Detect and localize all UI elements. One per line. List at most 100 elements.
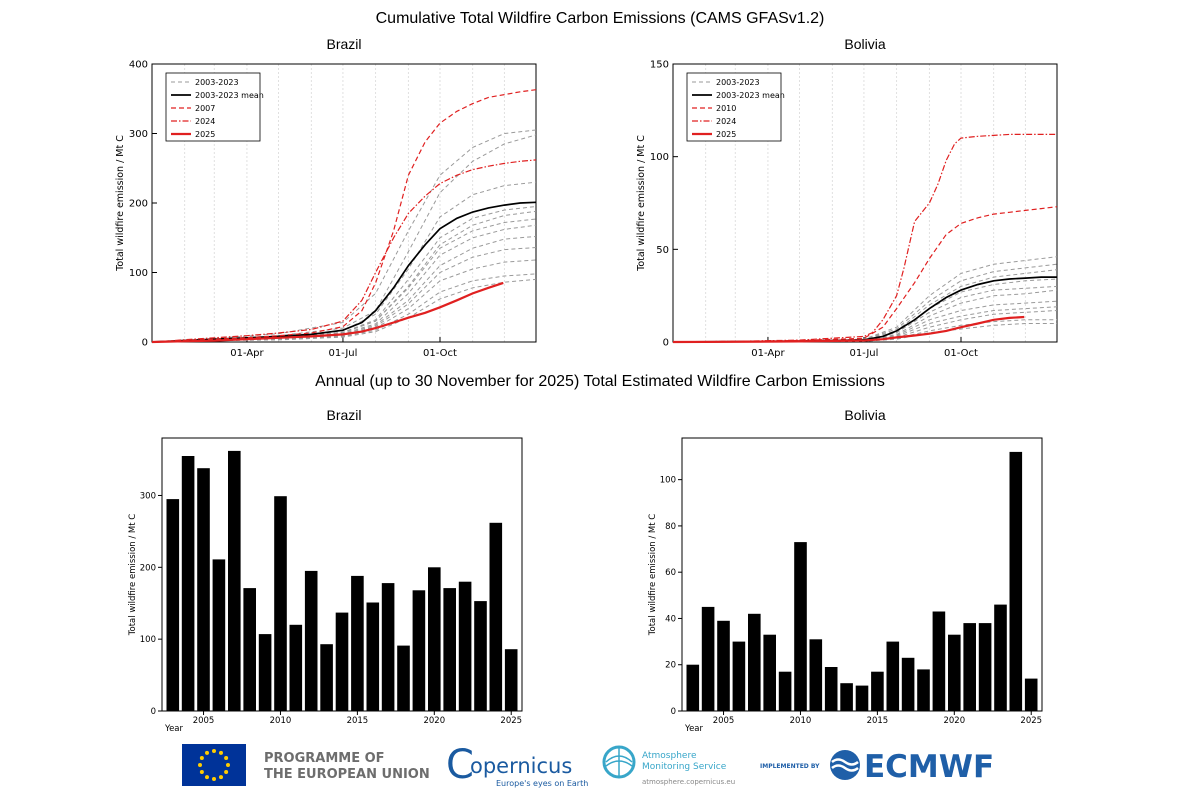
eu-star-icon bbox=[199, 770, 204, 774]
eu-star-icon bbox=[226, 763, 230, 767]
bolivia-cumulative-xtick-label: 01-Apr bbox=[751, 348, 785, 359]
brazil-annual-xtick-label: 2010 bbox=[270, 716, 292, 726]
brazil-cumulative-legend-label: 2025 bbox=[195, 130, 215, 139]
eu-star-icon bbox=[205, 750, 209, 755]
brazil-cumulative-chart: 0 100 200 300 400 01-Apr 01-Jul 01-Oct Total wil… bbox=[115, 60, 537, 359]
bolivia-annual-xtick-label: 2010 bbox=[790, 716, 812, 726]
eu-programme-line2: THE EUROPEAN UNION bbox=[264, 767, 430, 782]
brazil-annual-bar-2016 bbox=[366, 602, 380, 711]
bolivia-annual-bar-2023 bbox=[994, 604, 1007, 711]
bolivia-annual-ylabel: Total wildfire emission / Mt C bbox=[648, 514, 658, 637]
brazil-annual-ytick-label: 0 bbox=[151, 707, 156, 717]
bolivia-annual-bar-2009 bbox=[778, 671, 792, 711]
brazil-annual-title: Brazil bbox=[326, 407, 362, 423]
brazil-cumulative-legend-label: 2024 bbox=[195, 117, 215, 126]
brazil-annual-bar-chart: 0 100 200 300 2005 2010 2015 2020 2025 Year Total … bbox=[128, 437, 523, 734]
bolivia-annual-ytick-label: 40 bbox=[665, 614, 676, 624]
brazil-cumulative-legend-label: 2003-2023 mean bbox=[195, 91, 264, 100]
brazil-annual-xtick-label: 2005 bbox=[193, 716, 215, 726]
bolivia-annual-bar-2021 bbox=[963, 623, 976, 711]
eu-star-icon bbox=[219, 750, 223, 755]
brazil-cumulative-xtick-label: 01-Apr bbox=[230, 348, 264, 359]
bolivia-annual-bar-2003 bbox=[686, 664, 700, 711]
bolivia-annual-bar-2006 bbox=[732, 641, 746, 711]
cams-line1: Atmosphere bbox=[642, 751, 697, 761]
brazil-annual-bar-2010 bbox=[274, 496, 287, 711]
brazil-annual-xtick-label: 2015 bbox=[347, 716, 369, 726]
annual-section-title: Annual (up to 30 November for 2025) Tota… bbox=[315, 373, 885, 390]
bolivia-annual-ytick-label: 80 bbox=[665, 522, 676, 532]
brazil-annual-bar-2011 bbox=[289, 624, 303, 711]
brazil-cumulative-xtick-label: 01-Jul bbox=[328, 348, 357, 359]
bolivia-annual-plot-frame bbox=[681, 437, 1043, 712]
bolivia-annual-bar-2010 bbox=[794, 542, 807, 711]
bolivia-annual-xlabel: Year bbox=[684, 724, 704, 734]
bolivia-annual-ytick-label: 20 bbox=[665, 661, 676, 671]
bolivia-annual-bar-2012 bbox=[824, 667, 838, 711]
bolivia-annual-ytick-label: 60 bbox=[665, 568, 676, 578]
brazil-annual-bar-2008 bbox=[243, 588, 256, 711]
bolivia-cumulative-series-2025 bbox=[672, 315, 1025, 344]
ecmwf-emblem-icon bbox=[830, 750, 860, 780]
bolivia-annual-bar-2013 bbox=[840, 683, 853, 711]
cams-url: atmosphere.copernicus.eu bbox=[642, 778, 735, 786]
eu-star-icon bbox=[224, 756, 229, 760]
brazil-annual-plot-frame bbox=[161, 437, 523, 712]
ecmwf-logo: ECMWF bbox=[830, 749, 994, 785]
brazil-annual-bar-2014 bbox=[335, 612, 349, 711]
brazil-cumulative-ytick-label: 200 bbox=[129, 199, 148, 210]
ecmwf-wordmark: ECMWF bbox=[864, 749, 994, 785]
copernicus-c-glyph: C bbox=[446, 742, 474, 788]
brazil-annual-ytick-label: 200 bbox=[140, 563, 156, 573]
bolivia-annual-bar-2016 bbox=[886, 641, 900, 711]
bolivia-cumulative-title: Bolivia bbox=[844, 36, 886, 52]
implemented-by-label: IMPLEMENTED BY bbox=[760, 763, 820, 770]
bolivia-annual-bar-2018 bbox=[917, 669, 930, 711]
bolivia-annual-ytick-label: 0 bbox=[671, 707, 676, 717]
bolivia-annual-bar-2019 bbox=[932, 611, 946, 711]
bolivia-cumulative-series-2024 bbox=[672, 133, 1057, 343]
brazil-annual-bar-2005 bbox=[197, 468, 210, 711]
cams-line2: Monitoring Service bbox=[642, 762, 727, 772]
brazil-cumulative-series-2024 bbox=[151, 159, 537, 343]
brazil-cumulative-ylabel: Total wildfire emission / Mt C bbox=[115, 135, 126, 272]
brazil-cumulative-legend-label: 2007 bbox=[195, 104, 215, 113]
eu-star-icon bbox=[212, 749, 216, 753]
bolivia-annual-bar-2014 bbox=[855, 685, 869, 711]
cams-logo: Atmosphere Monitoring Service atmosphere… bbox=[602, 745, 735, 786]
brazil-annual-bar-2007 bbox=[228, 450, 241, 711]
copernicus-logo: C opernicus Europe's eyes on Earth bbox=[446, 742, 588, 788]
brazil-annual-ytick-label: 300 bbox=[140, 491, 156, 501]
eu-star-icon bbox=[219, 775, 223, 780]
bolivia-cumulative-legend-label: 2003-2023 mean bbox=[716, 91, 785, 100]
bolivia-cumulative-legend-label: 2010 bbox=[716, 104, 736, 113]
brazil-annual-bar-2009 bbox=[258, 634, 272, 711]
bolivia-cumulative-xtick-label: 01-Oct bbox=[944, 348, 978, 359]
logo-footer: PROGRAMME OF THE EUROPEAN UNION C operni… bbox=[182, 742, 994, 788]
brazil-annual-bar-2023 bbox=[474, 601, 487, 711]
bolivia-annual-bar-2005 bbox=[717, 620, 730, 711]
cumulative-section-title: Cumulative Total Wildfire Carbon Emissio… bbox=[375, 10, 825, 27]
brazil-cumulative-ytick-label: 0 bbox=[142, 338, 148, 349]
bolivia-annual-title: Bolivia bbox=[844, 407, 886, 423]
brazil-annual-xtick-label: 2020 bbox=[423, 716, 445, 726]
bolivia-annual-bar-2015 bbox=[871, 671, 884, 711]
bolivia-cumulative-xtick-label: 01-Jul bbox=[849, 348, 878, 359]
brazil-annual-bar-2004 bbox=[181, 456, 195, 711]
brazil-annual-bar-2013 bbox=[320, 644, 333, 711]
eu-star-icon bbox=[224, 770, 229, 774]
bolivia-annual-bar-2020 bbox=[948, 634, 961, 711]
bolivia-annual-bar-2017 bbox=[901, 657, 915, 711]
bolivia-annual-bar-2007 bbox=[748, 613, 761, 711]
brazil-annual-bar-2003 bbox=[166, 499, 180, 711]
eu-star-icon bbox=[199, 756, 204, 760]
copernicus-tagline: Europe's eyes on Earth bbox=[496, 779, 588, 788]
bolivia-cumulative-legend-label: 2003-2023 bbox=[716, 78, 760, 87]
brazil-annual-bar-2012 bbox=[304, 570, 318, 711]
bolivia-cumulative-legend-box bbox=[686, 72, 782, 142]
brazil-cumulative-legend-box bbox=[165, 72, 261, 142]
bolivia-cumulative-ytick-label: 50 bbox=[656, 245, 669, 256]
bolivia-annual-bar-2004 bbox=[701, 606, 715, 711]
bolivia-cumulative-ytick-label: 0 bbox=[663, 338, 669, 349]
bolivia-annual-xtick-label: 2020 bbox=[943, 716, 965, 726]
